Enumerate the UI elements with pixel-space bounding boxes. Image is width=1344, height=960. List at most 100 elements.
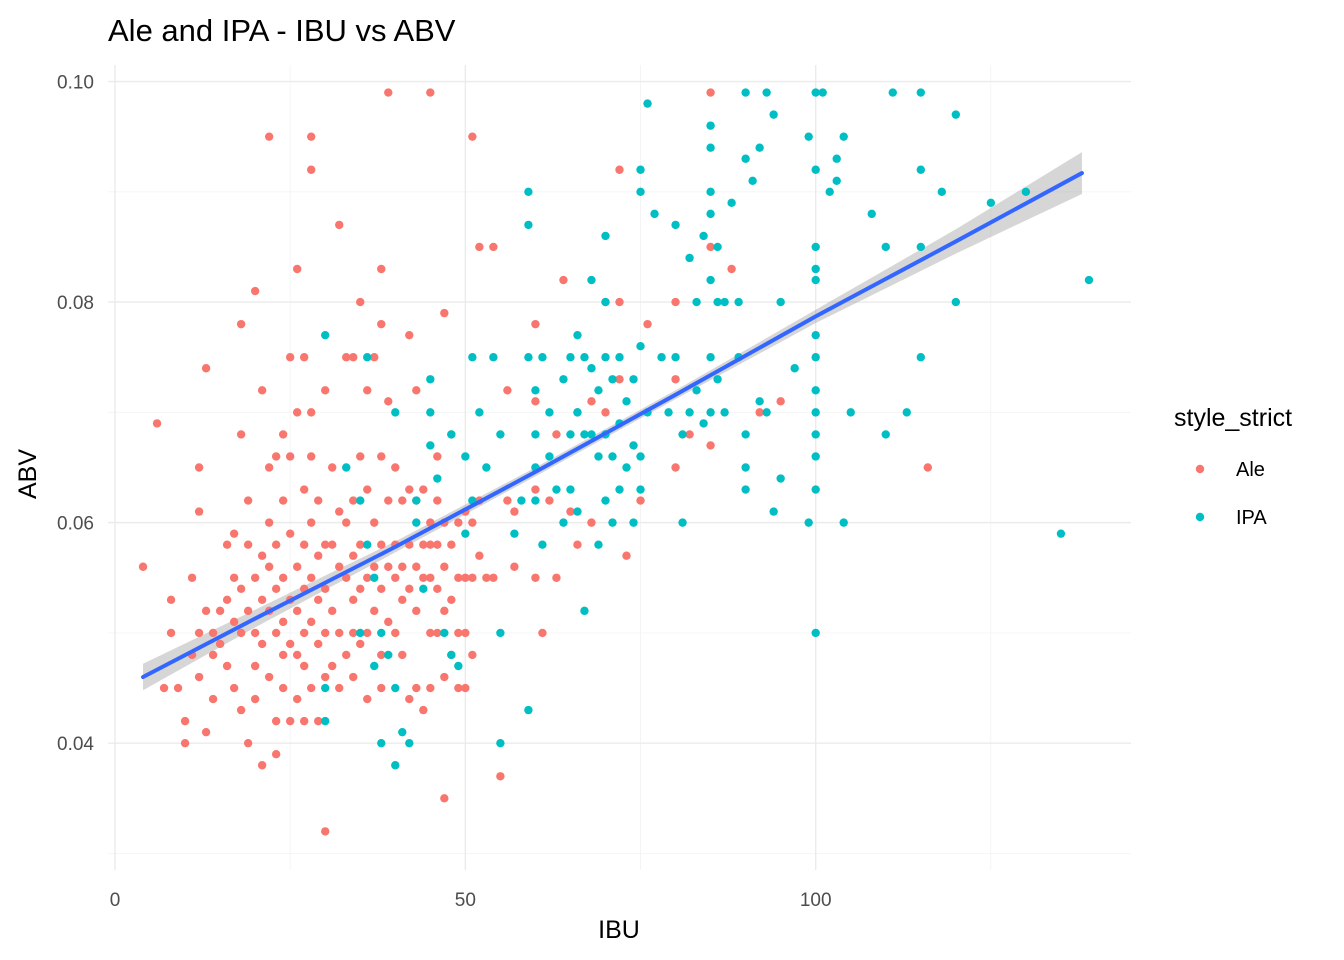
data-point <box>194 463 204 472</box>
data-point <box>608 452 617 461</box>
data-point <box>306 617 316 627</box>
data-point <box>292 606 302 616</box>
data-point <box>180 716 190 726</box>
data-point <box>306 452 316 461</box>
data-point <box>566 430 575 439</box>
data-point <box>271 750 281 759</box>
data-point <box>580 430 589 439</box>
data-point <box>314 551 323 560</box>
data-point <box>503 496 512 505</box>
data-point <box>370 606 379 616</box>
data-point <box>566 507 575 516</box>
data-point <box>236 584 246 594</box>
data-point <box>685 408 694 417</box>
data-point <box>727 264 736 274</box>
data-point <box>356 639 365 649</box>
data-point <box>811 242 820 252</box>
data-point <box>398 496 407 505</box>
data-point <box>405 485 414 494</box>
data-point <box>601 408 610 417</box>
data-point <box>398 727 407 737</box>
data-point <box>916 165 925 174</box>
data-point <box>349 628 358 638</box>
data-point <box>271 716 281 726</box>
data-point <box>391 761 400 770</box>
data-point <box>271 540 281 549</box>
data-point <box>986 198 996 208</box>
data-point <box>685 430 694 439</box>
data-point <box>349 353 358 362</box>
data-point <box>208 694 218 704</box>
data-point <box>356 540 365 549</box>
data-point <box>264 132 274 141</box>
data-point <box>573 330 582 340</box>
data-point <box>671 375 680 384</box>
data-point <box>447 430 456 439</box>
data-point <box>615 297 624 307</box>
data-point <box>440 628 449 638</box>
data-point <box>342 353 351 362</box>
data-point <box>811 353 820 362</box>
data-point <box>475 551 484 560</box>
data-point <box>734 297 743 307</box>
data-point <box>552 573 561 582</box>
data-point <box>306 518 316 527</box>
data-point <box>713 297 722 307</box>
data-point <box>426 573 435 582</box>
data-point <box>811 430 820 439</box>
data-point <box>292 408 302 417</box>
data-point <box>342 518 351 527</box>
data-point <box>426 540 435 549</box>
data-point <box>615 375 624 384</box>
data-point <box>454 518 463 527</box>
data-point <box>285 353 295 362</box>
data-point <box>391 683 400 693</box>
data-point <box>264 672 274 682</box>
data-point <box>440 606 449 616</box>
data-point <box>454 683 463 693</box>
data-point <box>538 353 547 362</box>
data-point <box>377 452 386 461</box>
data-point <box>951 110 961 119</box>
data-point <box>1021 187 1031 197</box>
data-point <box>278 617 288 627</box>
data-point <box>391 408 400 417</box>
data-point <box>419 573 428 582</box>
data-point <box>496 628 505 638</box>
data-point <box>566 485 575 494</box>
data-point <box>608 518 617 527</box>
data-point <box>531 397 540 406</box>
data-point <box>321 683 330 693</box>
data-point <box>356 628 365 638</box>
data-point <box>426 628 435 638</box>
data-point <box>299 628 309 638</box>
data-point <box>384 650 393 660</box>
data-point <box>370 573 379 582</box>
data-point <box>902 408 911 417</box>
data-point <box>538 628 547 638</box>
data-point <box>328 463 337 472</box>
data-point <box>250 573 260 582</box>
data-point <box>292 650 302 660</box>
data-point <box>166 628 176 638</box>
data-point <box>412 518 421 527</box>
data-point <box>636 485 645 494</box>
data-point <box>292 562 302 571</box>
data-point <box>482 463 491 472</box>
data-point <box>398 650 407 660</box>
data-point <box>342 463 351 472</box>
trend-confidence-band <box>143 152 1082 691</box>
data-point <box>370 661 379 671</box>
data-point <box>748 176 757 185</box>
series-ale <box>138 88 933 836</box>
data-point <box>412 683 421 693</box>
data-point <box>496 738 505 748</box>
data-point <box>426 518 435 527</box>
data-point <box>335 507 344 516</box>
data-point <box>306 573 316 582</box>
data-point <box>839 132 848 141</box>
data-point <box>552 430 561 439</box>
data-point <box>629 441 638 450</box>
data-point <box>629 375 638 384</box>
data-point <box>671 463 680 472</box>
